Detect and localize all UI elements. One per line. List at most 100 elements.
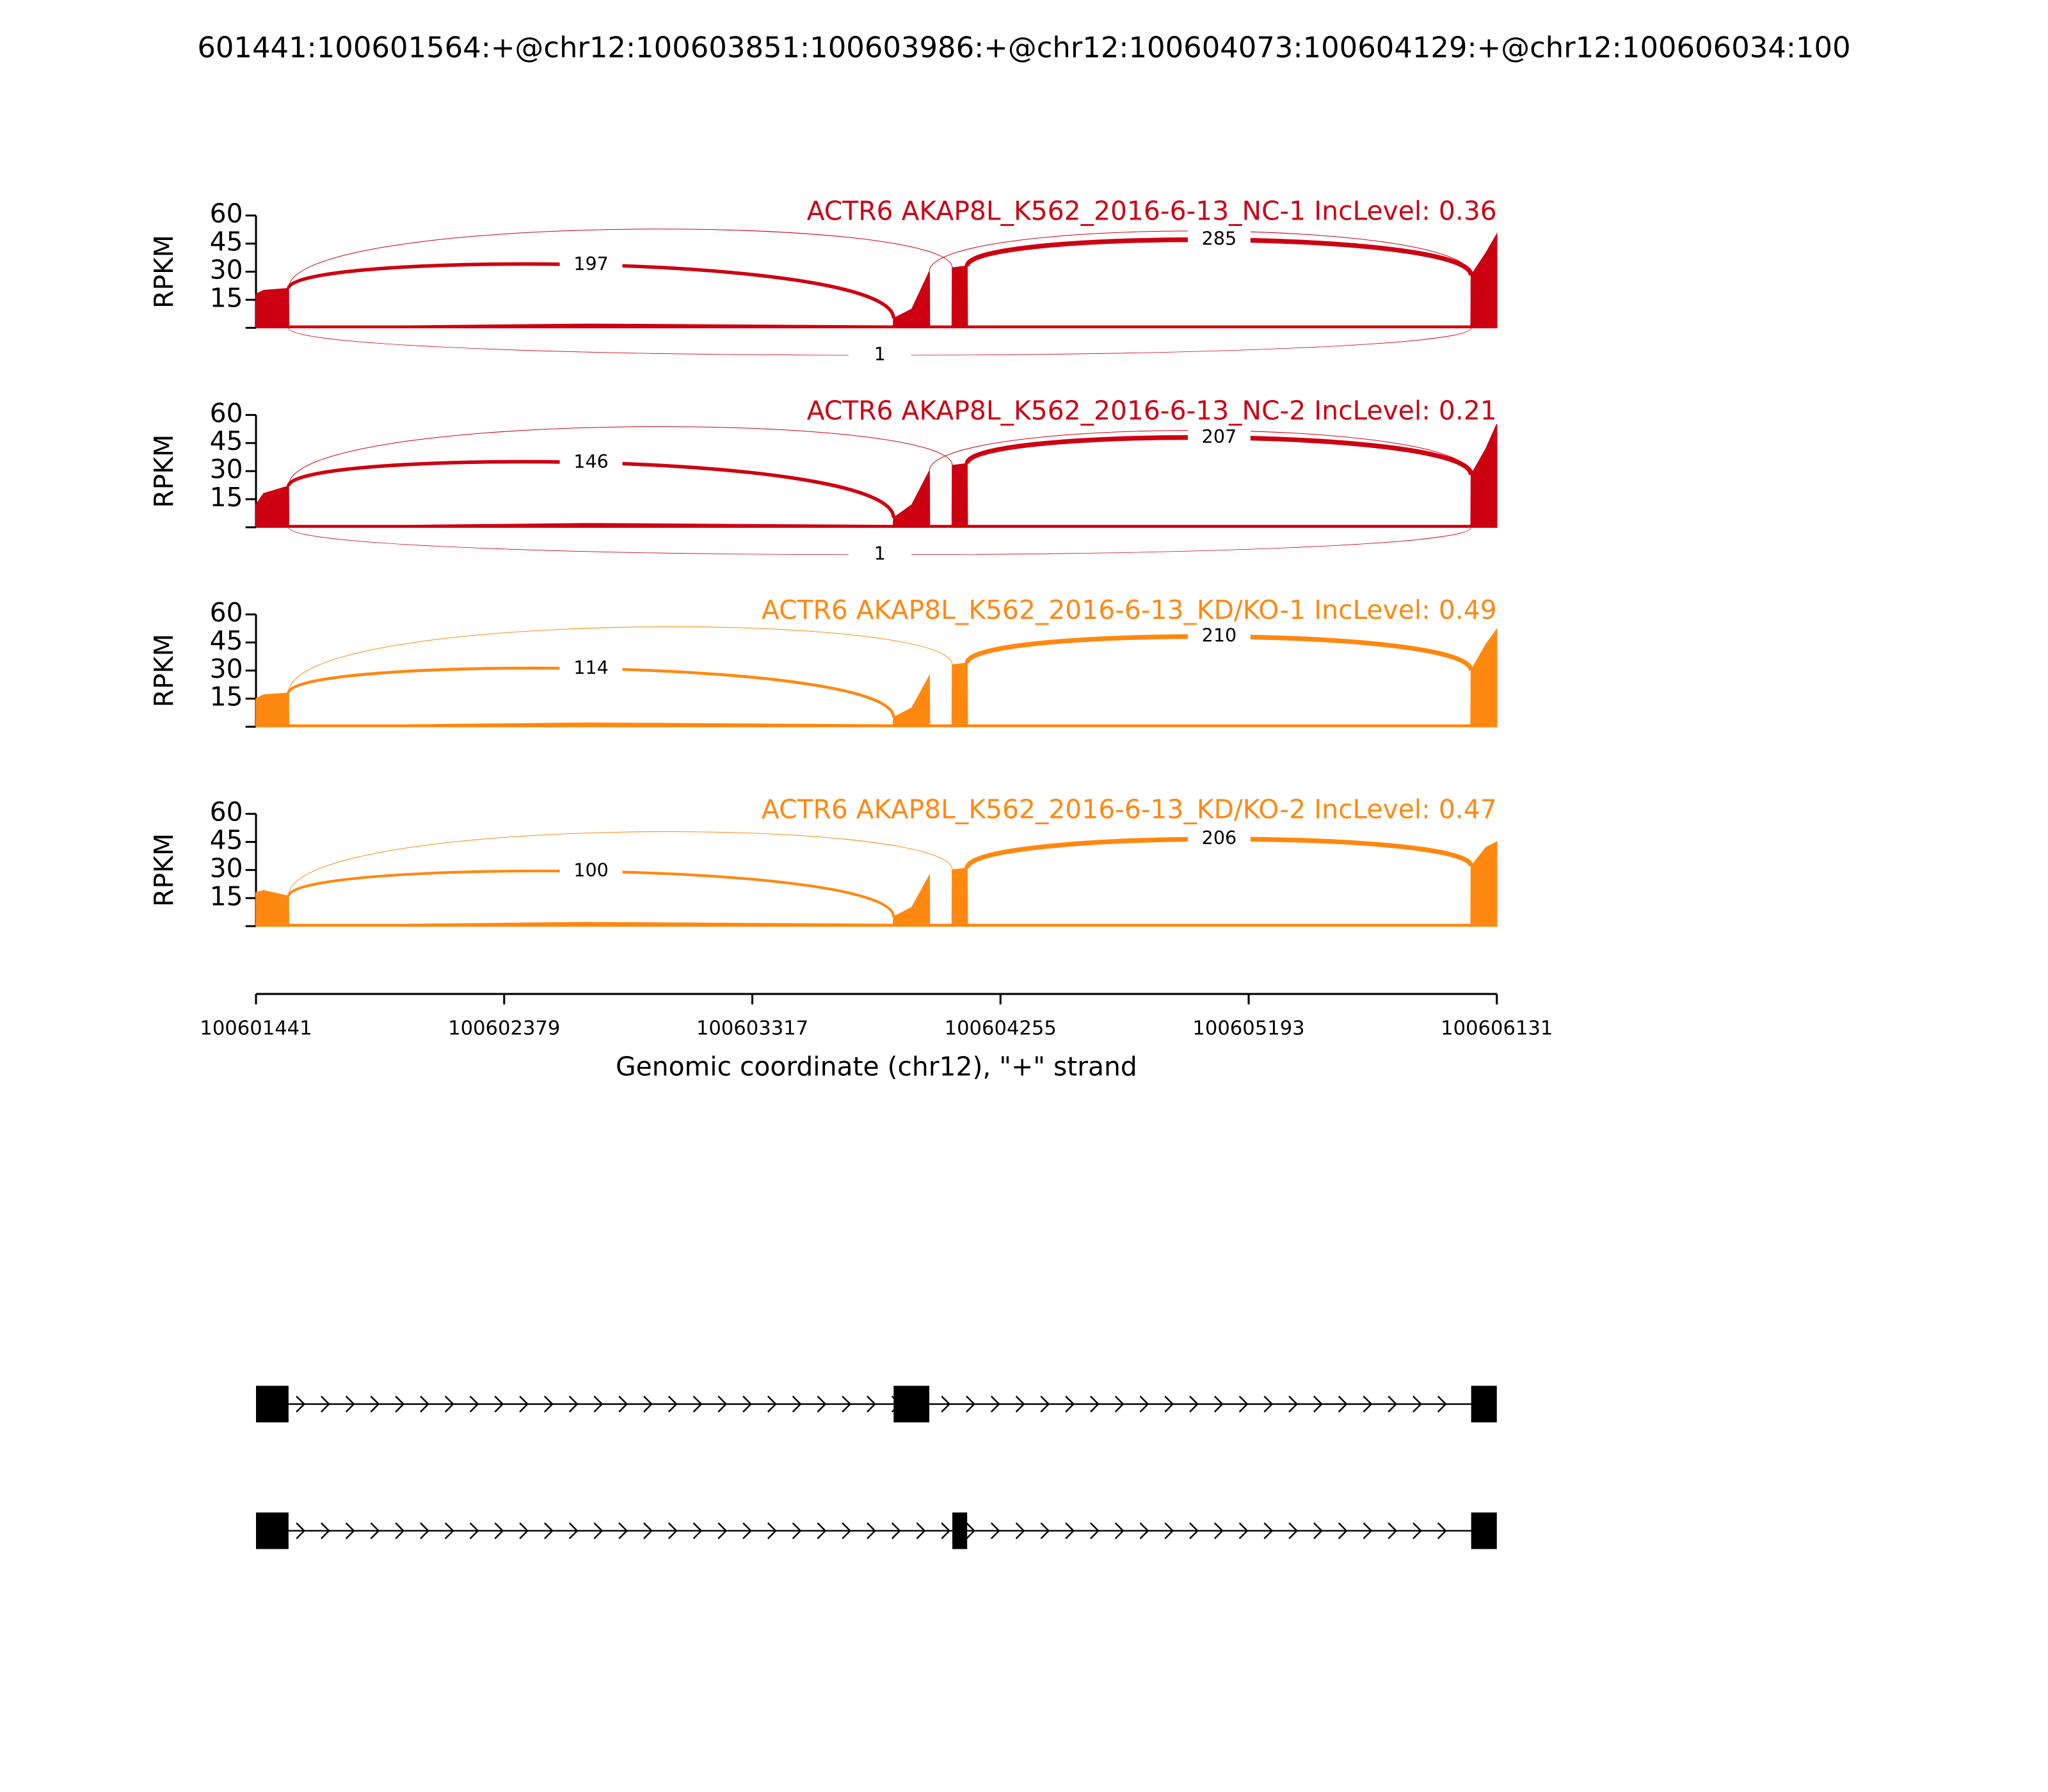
strand-arrow xyxy=(1189,1522,1199,1539)
x-tick-label: 100606131 xyxy=(1441,1018,1553,1040)
strand-arrow xyxy=(345,1395,355,1412)
x-axis-label: Genomic coordinate (chr12), "+" strand xyxy=(616,1051,1137,1082)
strand-arrow xyxy=(966,1395,976,1412)
strand-arrow xyxy=(717,1522,728,1539)
strand-arrow xyxy=(543,1395,554,1412)
panel-title: ACTR6 AKAP8L_K562_2016-6-13_KD/KO-2 IncL… xyxy=(762,794,1497,825)
strand-arrow xyxy=(668,1522,678,1539)
strand-arrow xyxy=(817,1395,827,1412)
strand-arrow xyxy=(1388,1522,1398,1539)
strand-arrow xyxy=(1164,1395,1174,1412)
panel-title: ACTR6 AKAP8L_K562_2016-6-13_NC-1 IncLeve… xyxy=(807,196,1497,227)
y-tick-label: 30 xyxy=(210,254,243,285)
strand-arrow xyxy=(1164,1522,1174,1539)
strand-arrow xyxy=(1065,1395,1075,1412)
strand-arrow xyxy=(1263,1395,1274,1412)
junction-arc xyxy=(288,228,953,289)
strand-arrow xyxy=(1412,1395,1422,1412)
y-tick-label: 30 xyxy=(210,454,243,484)
strand-arrow xyxy=(1313,1395,1323,1412)
strand-arrow xyxy=(1437,1395,1447,1412)
strand-arrow xyxy=(1090,1395,1100,1412)
y-tick-label: 15 xyxy=(210,682,243,712)
strand-arrow xyxy=(1189,1395,1199,1412)
strand-arrow xyxy=(370,1395,380,1412)
strand-arrow xyxy=(767,1395,777,1412)
strand-arrow xyxy=(395,1522,405,1539)
y-tick-label: 15 xyxy=(210,282,243,313)
strand-arrow xyxy=(891,1522,901,1539)
y-tick-label: 60 xyxy=(210,198,243,229)
strand-arrow xyxy=(1090,1522,1100,1539)
junction-label-bg xyxy=(559,860,623,883)
strand-arrow xyxy=(792,1395,802,1412)
strand-arrow xyxy=(643,1522,653,1539)
strand-arrow xyxy=(519,1522,529,1539)
strand-arrow xyxy=(420,1522,429,1539)
strand-arrow xyxy=(990,1395,1000,1412)
junction-count: 146 xyxy=(573,451,609,472)
junction-label-bg xyxy=(1187,625,1251,649)
strand-arrow xyxy=(767,1522,777,1539)
y-tick-label: 15 xyxy=(210,881,243,911)
junction-label-bg xyxy=(848,343,911,367)
y-tick-label: 60 xyxy=(210,597,243,628)
strand-arrow xyxy=(941,1522,951,1539)
y-tick-label: 30 xyxy=(210,653,243,684)
x-tick-label: 100601441 xyxy=(200,1018,312,1040)
y-tick-label: 60 xyxy=(210,797,243,828)
junction-count: 1 xyxy=(874,343,886,365)
strand-arrow xyxy=(1139,1395,1149,1412)
y-axis-label: RPKM xyxy=(148,634,179,707)
strand-arrow xyxy=(370,1522,380,1539)
y-tick-label: 45 xyxy=(210,825,243,856)
strand-arrow xyxy=(668,1395,678,1412)
strand-arrow xyxy=(941,1395,951,1412)
strand-arrow xyxy=(1288,1522,1299,1539)
y-tick-label: 45 xyxy=(210,426,243,456)
junction-count: 1 xyxy=(874,543,886,564)
strand-arrow xyxy=(618,1395,628,1412)
strand-arrow xyxy=(692,1395,703,1412)
strand-arrow xyxy=(742,1522,753,1539)
junction-label-bg xyxy=(559,451,623,475)
strand-arrow xyxy=(519,1395,529,1412)
strand-arrow xyxy=(643,1395,653,1412)
strand-arrow xyxy=(842,1522,852,1539)
strand-arrow xyxy=(296,1395,306,1412)
strand-arrow xyxy=(296,1522,306,1539)
strand-arrow xyxy=(469,1395,479,1412)
junction-count: 114 xyxy=(573,657,609,678)
strand-arrow xyxy=(1213,1522,1224,1539)
strand-arrow xyxy=(420,1395,429,1412)
y-tick-label: 60 xyxy=(210,397,243,428)
strand-arrow xyxy=(469,1522,479,1539)
coverage-area xyxy=(255,627,1498,728)
strand-arrow xyxy=(1338,1522,1348,1539)
junction-count: 206 xyxy=(1202,827,1237,849)
strand-arrow xyxy=(618,1522,628,1539)
junction-label-bg xyxy=(559,657,623,681)
strand-arrow xyxy=(966,1522,976,1539)
strand-arrow xyxy=(1388,1395,1398,1412)
strand-arrow xyxy=(916,1522,926,1539)
strand-arrow xyxy=(1313,1522,1323,1539)
coverage-area xyxy=(255,424,1498,528)
exon xyxy=(256,1386,289,1423)
exon xyxy=(1471,1386,1497,1423)
y-axis-label: RPKM xyxy=(148,435,179,508)
strand-arrow xyxy=(321,1522,330,1539)
strand-arrow xyxy=(321,1395,330,1412)
strand-arrow xyxy=(1363,1522,1373,1539)
strand-arrow xyxy=(1238,1522,1249,1539)
strand-arrow xyxy=(867,1522,876,1539)
y-tick-label: 45 xyxy=(210,227,243,257)
strand-arrow xyxy=(1238,1395,1249,1412)
strand-arrow xyxy=(568,1395,579,1412)
y-axis-label: RPKM xyxy=(148,833,179,907)
figure-title: 601441:100601564:+@chr12:100603851:10060… xyxy=(197,31,1850,65)
